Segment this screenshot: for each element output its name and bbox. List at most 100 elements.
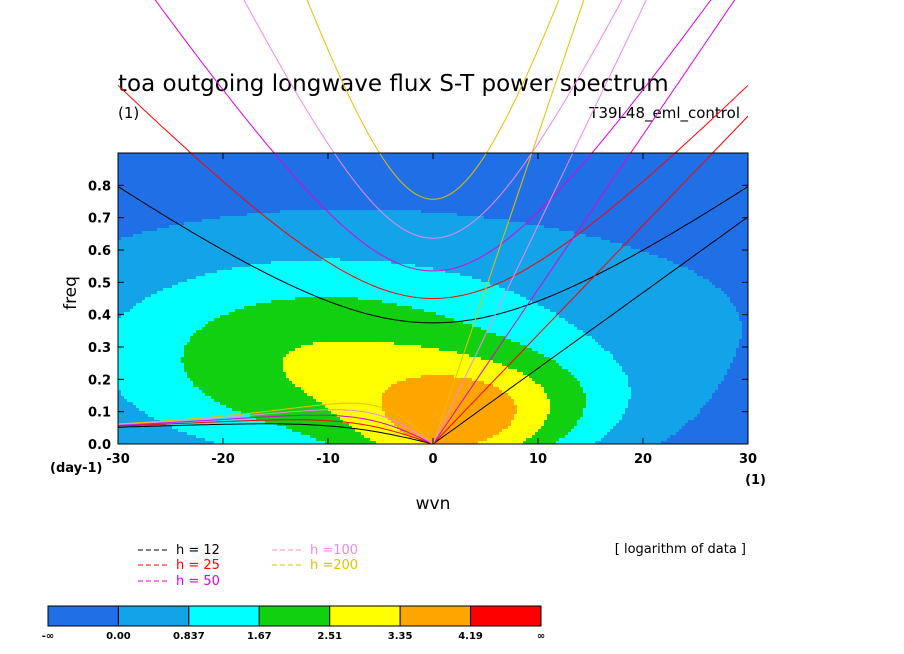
inertia-gravity-wave-h100 (243, 0, 623, 239)
field-band-cell (739, 342, 748, 346)
field-band-cell (697, 414, 748, 418)
field-band-cell (220, 402, 323, 406)
field-band-cell (628, 378, 725, 382)
field-band-cell (118, 171, 748, 175)
field-band-cell (118, 339, 191, 343)
field-band-cell (382, 399, 515, 403)
field-band-cell (118, 159, 748, 163)
field-band-cell (538, 351, 611, 355)
field-band-cell (349, 423, 395, 427)
field-band-cell (712, 396, 748, 400)
field-band-cell (244, 306, 413, 310)
field-band-cell (118, 432, 188, 436)
field-band-cell (190, 378, 290, 382)
field-band-cell (322, 402, 383, 406)
field-band-cell (520, 342, 599, 346)
field-band-cell (358, 297, 527, 301)
colorbar-cell (470, 605, 542, 627)
field-band-cell (118, 312, 125, 316)
field-band-cell (676, 432, 748, 436)
field-band-cell (421, 210, 748, 214)
field-band-cell (343, 420, 392, 424)
field-band-cell (679, 429, 748, 433)
field-band-cell (730, 300, 748, 304)
field-band-cell (559, 228, 748, 232)
field-band-cell (121, 390, 203, 394)
field-band-cell (256, 303, 398, 307)
field-band-cell (583, 330, 743, 334)
field-band-cell (118, 297, 146, 301)
field-band-cell (172, 426, 287, 430)
rossby-wave-h25 (117, 419, 434, 445)
legend-label: h = 25 (176, 558, 220, 573)
chart-subtitle-left: (1) (118, 104, 139, 122)
field-band-cell (118, 414, 149, 418)
field-band-cell (550, 405, 587, 409)
field-band-cell (286, 426, 353, 430)
field-band-cell (445, 270, 695, 274)
field-band-cell (574, 324, 743, 328)
y-axis-ticks: 0.0 0.1 0.2 0.3 0.4 0.5 0.6 0.7 0.8 (88, 179, 748, 453)
y-tick-label: 0.3 (88, 341, 111, 356)
field-band-cell (133, 306, 245, 310)
field-band-cell (118, 183, 748, 187)
field-band-cell (118, 363, 185, 367)
field-band-cell (118, 360, 182, 364)
chart-title: toa outgoing longwave flux S-T power spe… (118, 71, 669, 97)
field-band-cell (118, 270, 218, 274)
field-band-cell (625, 372, 728, 376)
field-band-cell (271, 300, 383, 304)
field-band-cell (118, 342, 188, 346)
field-band-cell (610, 429, 680, 433)
field-band-cell (382, 396, 512, 400)
field-band-cell (514, 399, 551, 403)
field-band-cell (391, 384, 494, 388)
field-band-cell (517, 369, 569, 373)
field-band-cell (556, 360, 617, 364)
field-band-cell (118, 243, 623, 247)
field-band-cell (556, 441, 596, 444)
field-band-cell (118, 174, 748, 178)
field-band-cell (382, 393, 509, 397)
field-band-cell (499, 387, 545, 391)
field-band-cell (508, 393, 548, 397)
field-band-cell (214, 399, 317, 403)
field-band-cell (118, 189, 748, 193)
field-band-cell (688, 420, 748, 424)
field-band-cell (118, 258, 323, 262)
field-band-cell (625, 408, 701, 412)
field-band-cell (667, 258, 748, 262)
field-band-cell (118, 195, 748, 199)
field-band-cell (583, 390, 632, 394)
field-band-cell (118, 210, 281, 214)
field-band-cell (454, 318, 566, 322)
field-band-cell (484, 216, 748, 220)
field-band-cell (184, 354, 287, 358)
field-band-cell (211, 396, 314, 400)
x-unit-label: (1) (745, 473, 766, 488)
field-band-cell (118, 417, 155, 421)
legend-label: h =200 (310, 558, 358, 573)
field-band-cell (118, 372, 188, 376)
field-band-cell (724, 291, 748, 295)
y-tick-label: 0.2 (88, 373, 111, 388)
field-band-cell (502, 429, 539, 433)
field-band-cell (202, 327, 482, 331)
rossby-wave-h12 (118, 423, 434, 445)
field-band-cell (289, 351, 458, 355)
field-band-cell (550, 309, 737, 313)
field-band-cell (424, 309, 551, 313)
field-band-cell (697, 273, 748, 277)
field-band-cell (736, 348, 748, 352)
field-band-cell (598, 342, 740, 346)
field-band-cell (133, 234, 587, 238)
field-band-cell (283, 357, 482, 361)
field-band-cell (295, 297, 359, 301)
field-band-cell (235, 309, 425, 313)
field-band-cell (118, 249, 641, 253)
field-band-cell (679, 264, 748, 268)
field-band-cell (118, 168, 748, 172)
field-band-cell (577, 378, 629, 382)
field-band-cell (118, 222, 185, 226)
field-band-cell (118, 330, 197, 334)
